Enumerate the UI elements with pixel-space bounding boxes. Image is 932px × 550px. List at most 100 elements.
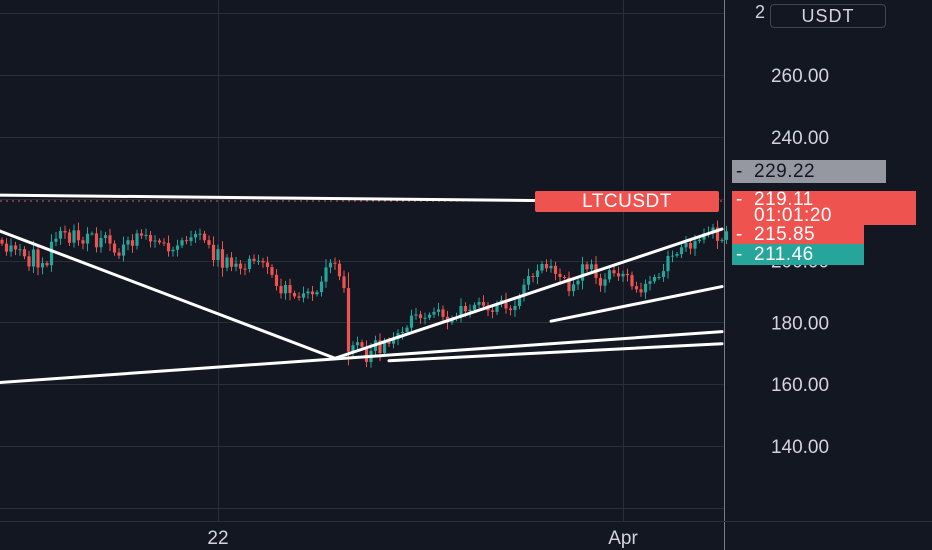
candle-body (310, 291, 315, 295)
candle-body (351, 345, 355, 352)
candle (117, 248, 121, 260)
candle-body (567, 277, 571, 292)
candle (189, 230, 193, 246)
candle (418, 310, 423, 324)
candle-body (693, 241, 697, 249)
candle (576, 277, 580, 291)
candle (351, 341, 355, 358)
candle (121, 236, 126, 262)
candle-body (261, 260, 265, 263)
candle (306, 288, 310, 299)
candle (4, 238, 9, 256)
candle-body (562, 276, 567, 278)
candle-body (616, 273, 621, 277)
candle (9, 238, 13, 257)
candle (621, 270, 625, 282)
candle (535, 264, 540, 285)
trendlines[interactable] (0, 193, 724, 384)
candle (76, 222, 81, 246)
candle (256, 254, 261, 265)
candle (135, 229, 139, 250)
candle-body (85, 233, 90, 244)
candle (315, 289, 319, 297)
candle (414, 308, 418, 320)
candle-body (67, 232, 72, 243)
candle-body (598, 277, 603, 286)
candle-body (256, 260, 261, 262)
candle-body (279, 285, 283, 294)
candle-body (211, 244, 216, 260)
trendline[interactable] (333, 227, 724, 360)
price-tick-label: 140.00 (771, 437, 829, 458)
candle-body (328, 262, 333, 268)
candle (720, 237, 724, 243)
candle (504, 292, 508, 314)
trendline[interactable] (549, 285, 724, 323)
clipped-price-tick: 2 (755, 2, 766, 22)
candle (225, 254, 229, 272)
last-price-label: -219.11 01:01:20 (732, 189, 916, 226)
candle-body (13, 245, 18, 250)
candle (126, 236, 130, 251)
candle-body (468, 309, 472, 312)
candle-body (229, 257, 234, 267)
time-axis[interactable]: 22 Apr (207, 528, 638, 549)
candle-body (553, 265, 558, 274)
candle-body (621, 273, 625, 277)
bar-countdown: 01:01:20 (754, 205, 832, 226)
candle-body (297, 296, 301, 298)
candle (112, 240, 117, 256)
candle (342, 270, 346, 293)
candle-body (103, 235, 108, 239)
candle (63, 225, 67, 239)
candle-body (481, 302, 486, 306)
candle-body (607, 270, 612, 280)
last-price-value: 219.11 (754, 189, 814, 210)
candle (319, 276, 324, 297)
candle (324, 259, 328, 288)
trendline[interactable] (0, 330, 724, 384)
candle (193, 230, 198, 244)
candle (301, 286, 306, 303)
candle (513, 300, 517, 317)
trendline[interactable] (0, 228, 337, 360)
candle-body (189, 237, 193, 242)
candle (175, 239, 180, 257)
candle-body (207, 240, 211, 245)
trendline[interactable] (387, 342, 724, 363)
candle (180, 237, 184, 249)
candle-body (130, 240, 135, 246)
candle (211, 236, 216, 267)
candle (571, 277, 576, 297)
candle-body (180, 240, 184, 246)
trendline[interactable] (0, 193, 580, 203)
candle-body (40, 263, 45, 268)
candle-body (166, 242, 171, 252)
candle-body (315, 292, 319, 295)
candle (0, 237, 4, 247)
candle (90, 231, 94, 236)
candle (346, 272, 351, 366)
candle (661, 264, 666, 282)
candle (459, 298, 463, 323)
currency-button[interactable]: USDT (770, 4, 886, 28)
candle (144, 228, 148, 240)
candle-body (612, 270, 616, 274)
candle-body (90, 233, 94, 235)
candle (666, 250, 670, 279)
candle (684, 236, 688, 252)
candle-body (661, 271, 666, 277)
candle (643, 279, 648, 299)
candle-body (144, 234, 148, 236)
candle-body (504, 300, 508, 309)
candle (612, 265, 616, 277)
date-tick-label: 22 (207, 528, 228, 549)
candle-body (58, 230, 63, 239)
candle (229, 252, 234, 272)
candle (162, 238, 166, 247)
candle (94, 227, 99, 253)
candle (423, 312, 427, 325)
candle-body (9, 245, 13, 252)
candle (184, 236, 189, 245)
